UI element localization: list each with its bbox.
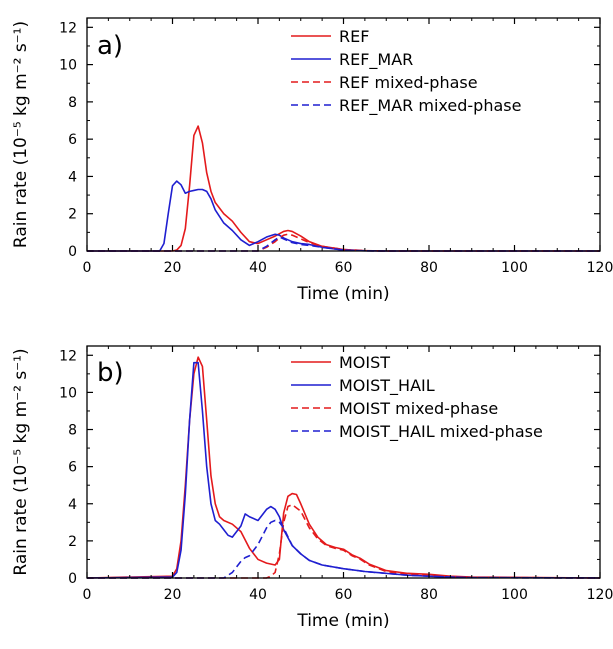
x-tick-label: 120 <box>587 260 613 276</box>
legend-label: REF <box>339 27 369 46</box>
series-line-2-3 <box>87 503 601 579</box>
x-tick-label: 0 <box>83 260 92 276</box>
y-tick-label: 4 <box>68 169 77 185</box>
legend-label: MOIST mixed-phase <box>339 399 498 418</box>
legend-label: MOIST <box>339 353 390 372</box>
x-tick-label: 100 <box>501 260 528 276</box>
legend-label: MOIST_HAIL <box>339 376 435 396</box>
y-tick-label: 4 <box>68 497 77 513</box>
legend-label: REF_MAR mixed-phase <box>339 96 521 116</box>
y-tick-label: 10 <box>59 58 77 74</box>
x-tick-label: 80 <box>420 260 438 276</box>
series-line-1-2 <box>87 180 600 252</box>
x-tick-label: 60 <box>335 587 353 603</box>
panel-label: b) <box>97 358 124 388</box>
x-tick-label: 40 <box>249 260 267 276</box>
y-tick-label: 6 <box>68 132 77 148</box>
x-axis-title: Time (min) <box>296 284 389 304</box>
legend-label: REF_MAR <box>339 50 413 70</box>
y-tick-label: 2 <box>68 534 77 550</box>
y-tick-label: 6 <box>68 460 77 476</box>
y-axis-title: Rain rate (10⁻⁵ kg m⁻² s⁻¹) <box>11 348 31 575</box>
x-tick-label: 100 <box>501 587 528 603</box>
x-axis-title: Time (min) <box>296 611 389 631</box>
legend-label: MOIST_HAIL mixed-phase <box>339 422 543 442</box>
panel-label: a) <box>97 31 123 61</box>
series-line-2-4 <box>87 519 601 579</box>
y-tick-label: 12 <box>59 20 77 36</box>
legend: REF REF_MAR REF mixed-phase REF_MAR mixed-p… <box>291 27 521 116</box>
legend: MOIST MOIST_HAIL MOIST mixed-phase MOIST_HA… <box>291 353 543 442</box>
y-tick-label: 12 <box>59 348 77 364</box>
y-tick-label: 10 <box>59 385 77 401</box>
x-tick-label: 20 <box>164 587 182 603</box>
x-tick-label: 60 <box>335 260 353 276</box>
chart-panel-1: 0 20 40 60 80 100 120 0 2 4 6 8 10 12 Time (min) Rain r… <box>11 17 613 304</box>
x-tick-label: 80 <box>420 587 438 603</box>
y-axis-title: Rain rate (10⁻⁵ kg m⁻² s⁻¹) <box>11 21 31 248</box>
y-tick-label: 0 <box>68 244 77 260</box>
chart-panel-2: 0 20 40 60 80 100 120 0 2 4 6 8 10 12 Time (min) Rain r… <box>11 345 613 631</box>
x-tick-label: 40 <box>249 587 267 603</box>
series-line-2-2 <box>86 361 601 579</box>
y-tick-label: 8 <box>68 95 77 111</box>
y-tick-label: 0 <box>68 571 77 587</box>
legend-label: REF mixed-phase <box>339 73 478 92</box>
x-tick-label: 120 <box>587 587 613 603</box>
y-tick-label: 2 <box>68 207 77 223</box>
series-line-1-1 <box>87 125 600 252</box>
x-tick-label: 20 <box>164 260 182 276</box>
x-tick-label: 0 <box>83 587 92 603</box>
y-tick-label: 8 <box>68 423 77 439</box>
